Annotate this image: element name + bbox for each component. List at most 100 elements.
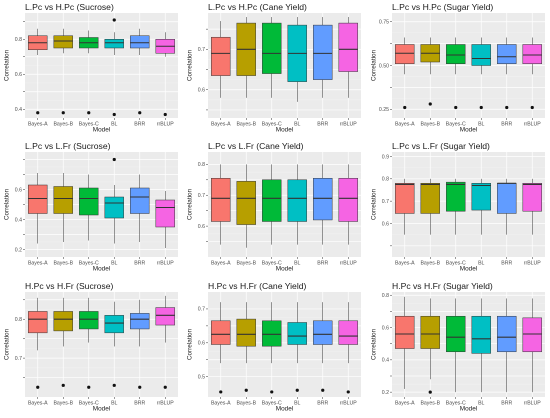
outlier-point xyxy=(138,111,142,115)
y-tick-label: 0.8 xyxy=(382,293,389,299)
box-iqr xyxy=(497,183,517,214)
boxplot-svg: 0.6 0.7 0.8 0.9 Bayes-A Bayes-B Bayes-C BL BRR rr… xyxy=(371,141,545,273)
chart-panel: 0.6 0.7 0.8 Bayes-A Bayes-B Bayes-C BL BRR rrBLU… xyxy=(183,139,366,278)
y-axis-label: Correlation xyxy=(371,188,378,220)
box-bayes-a xyxy=(28,28,48,115)
x-tick-label: Bayes-B xyxy=(236,122,256,128)
x-tick-label: Bayes-C xyxy=(262,401,282,407)
box-bayes-a xyxy=(28,173,48,244)
outlier-point xyxy=(530,105,534,110)
outlier-point xyxy=(163,112,167,117)
box-rrblup xyxy=(155,32,175,117)
y-axis-label: Correlation xyxy=(4,188,11,220)
box-bl xyxy=(104,157,124,244)
box-brr xyxy=(497,298,517,393)
box-iqr xyxy=(471,183,491,211)
x-tick-label: BRR xyxy=(317,122,328,128)
box-brr xyxy=(497,37,517,110)
box-bayes-b xyxy=(236,17,256,98)
x-tick-label: rrBLUP xyxy=(524,122,542,128)
outlier-point xyxy=(428,102,432,106)
box-iqr xyxy=(313,24,333,80)
outlier-point xyxy=(163,385,167,389)
box-brr xyxy=(130,299,150,389)
box-iqr xyxy=(338,320,358,345)
x-tick-label: Bayes-B xyxy=(236,401,256,407)
box-iqr xyxy=(395,44,415,64)
panel-title: L.Pc vs H.Pc (Cane Yield) xyxy=(208,2,307,12)
chart-panel: 0.25 0.50 0.75 Bayes-A Bayes-B Bayes-C BL BRR rr… xyxy=(367,0,550,139)
box-iqr xyxy=(130,187,150,214)
box-bayes-c xyxy=(79,174,99,241)
box-bayes-a xyxy=(395,37,415,110)
box-brr xyxy=(313,302,333,392)
x-tick-label: Bayes-C xyxy=(446,122,466,128)
x-axis-label: Model xyxy=(460,266,477,273)
outlier-point xyxy=(61,111,65,115)
x-tick-label: Bayes-C xyxy=(79,122,99,128)
y-axis-label: Correlation xyxy=(4,328,11,360)
box-bayes-b xyxy=(236,164,256,248)
box-bl xyxy=(471,37,491,110)
box-rrblup xyxy=(522,298,542,393)
x-tick-label: BL xyxy=(478,401,484,407)
x-axis-label: Model xyxy=(276,127,293,134)
y-tick-label: 0.6 xyxy=(15,72,22,78)
outlier-point xyxy=(403,105,407,110)
box-bayes-c xyxy=(79,297,99,389)
y-tick-label: 0.7 xyxy=(198,307,205,313)
box-brr xyxy=(130,174,150,242)
x-tick-label: Bayes-C xyxy=(262,122,282,128)
box-brr xyxy=(313,164,333,245)
box-rrblup xyxy=(522,178,542,235)
box-iqr xyxy=(211,320,231,345)
outlier-point xyxy=(244,388,248,392)
chart-panel: 0.7 0.8 Bayes-A Bayes-B Bayes-C BL BRR rrBLUP H.… xyxy=(0,279,183,418)
x-tick-label: rrBLUP xyxy=(157,401,175,407)
box-bl xyxy=(287,302,307,392)
outlier-point xyxy=(346,390,350,394)
y-tick-label: 0.6 xyxy=(382,325,389,331)
panel-title: H.Pc vs H.Fr (Cane Yield) xyxy=(208,281,307,291)
x-axis-label: Model xyxy=(276,406,293,413)
chart-panel: 0.5 0.6 0.7 Bayes-A Bayes-B Bayes-C BL BRR rrBLU… xyxy=(183,279,366,418)
box-rrblup xyxy=(338,164,358,245)
box-bl xyxy=(471,178,491,235)
chart-panel: 0.4 0.6 0.8 Bayes-A Bayes-B Bayes-C BL BRR rrBLU… xyxy=(0,0,183,139)
x-tick-label: BRR xyxy=(134,261,145,267)
chart-panel: 0.2 0.4 0.6 0.8 Bayes-A Bayes-B Bayes-C BL BRR rr… xyxy=(367,279,550,418)
plot-background xyxy=(392,152,545,257)
box-rrblup xyxy=(338,302,358,394)
panel-title: H.Pc vs H.Fr (Sucrose) xyxy=(25,281,113,291)
box-iqr xyxy=(395,315,415,349)
outlier-point xyxy=(505,105,509,110)
outlier-point xyxy=(479,105,483,110)
box-iqr xyxy=(155,307,175,326)
box-rrblup xyxy=(155,295,175,389)
boxplot-svg: 0.6 0.7 0.8 Bayes-A Bayes-B Bayes-C BL BRR rrBLU… xyxy=(187,141,361,273)
y-tick-label: 0.9 xyxy=(382,154,389,160)
box-iqr xyxy=(262,179,282,222)
outlier-point xyxy=(270,390,274,394)
y-tick-label: 0.75 xyxy=(379,20,389,26)
box-bayes-c xyxy=(79,30,99,115)
plot-background xyxy=(208,292,361,397)
chart-panel: 0.6 0.7 Bayes-A Bayes-B Bayes-C BL BRR rrBLUP L.… xyxy=(183,0,366,139)
box-iqr xyxy=(522,317,542,353)
y-tick-label: 0.4 xyxy=(382,358,389,364)
box-bayes-b xyxy=(53,173,73,242)
outlier-point xyxy=(36,385,40,389)
box-rrblup xyxy=(155,191,175,248)
boxplot-svg: 0.2 0.4 0.6 0.8 Bayes-A Bayes-B Bayes-C BL BRR rr… xyxy=(371,281,545,413)
x-tick-label: Bayes-A xyxy=(28,401,48,407)
outlier-point xyxy=(112,112,116,117)
panel-title: L.Pc vs L.Fr (Sugar Yield) xyxy=(392,141,490,151)
outlier-point xyxy=(112,157,116,162)
box-bl xyxy=(104,18,124,117)
y-tick-label: 0.4 xyxy=(15,217,22,223)
y-tick-label: 0.6 xyxy=(198,224,205,230)
y-axis-label: Correlation xyxy=(187,49,194,81)
box-iqr xyxy=(420,315,440,349)
x-tick-label: Bayes-B xyxy=(236,261,256,267)
